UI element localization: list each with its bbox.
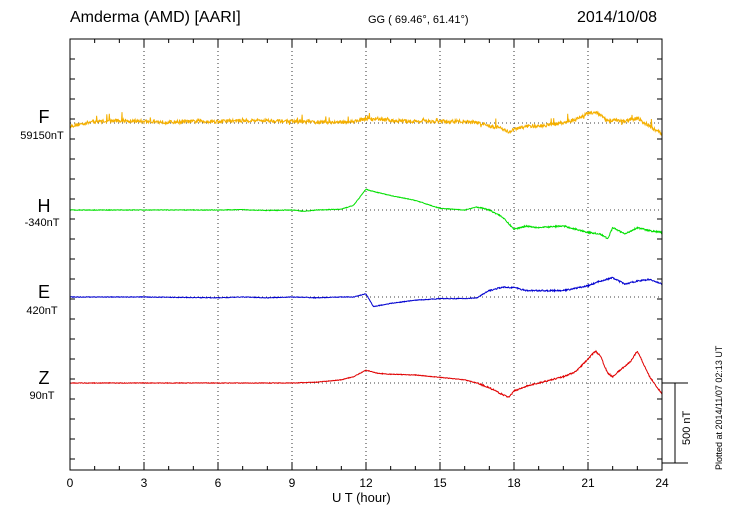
- plotted-note: Plotted at 2014/11/07 02:13 UT: [714, 345, 724, 470]
- scale-bar-label: 500 nT: [681, 410, 693, 445]
- date-label: 2014/10/08: [577, 9, 658, 26]
- series-line-z: [69, 349, 663, 398]
- series-name-h: H: [37, 196, 51, 216]
- series-name-e: E: [37, 282, 50, 302]
- baseline-label-h: -340nT: [24, 217, 60, 229]
- x-tick-label-21: 21: [581, 476, 595, 490]
- x-tick-label-12: 12: [359, 476, 373, 490]
- x-tick-label-3: 3: [141, 476, 148, 490]
- series-line-e: [69, 276, 663, 308]
- x-axis-label: U T (hour): [332, 490, 391, 505]
- series-name-z: Z: [38, 368, 50, 388]
- x-tick-label-9: 9: [289, 476, 296, 490]
- coordinates-label: GG ( 69.46°, 61.41°): [368, 14, 469, 26]
- baseline-label-e: 420nT: [26, 305, 58, 317]
- x-tick-label-15: 15: [433, 476, 447, 490]
- curves: [69, 110, 663, 398]
- plot-frame: [69, 38, 688, 471]
- baseline-label-z: 90nT: [29, 390, 55, 402]
- series-name-f: F: [38, 107, 50, 127]
- series-line-h: [69, 188, 663, 240]
- x-tick-label-0: 0: [67, 476, 74, 490]
- series-line-f: [69, 110, 663, 136]
- x-tick-label-24: 24: [655, 476, 669, 490]
- station-title: Amderma (AMD) [AARI]: [70, 9, 241, 26]
- baseline-label-f: 59150nT: [20, 130, 64, 142]
- x-tick-label-18: 18: [507, 476, 521, 490]
- x-axis-ticks: 0 3 6 9 12 15 18 21 24: [67, 39, 669, 490]
- x-tick-label-6: 6: [215, 476, 222, 490]
- grid-lines: [70, 39, 662, 470]
